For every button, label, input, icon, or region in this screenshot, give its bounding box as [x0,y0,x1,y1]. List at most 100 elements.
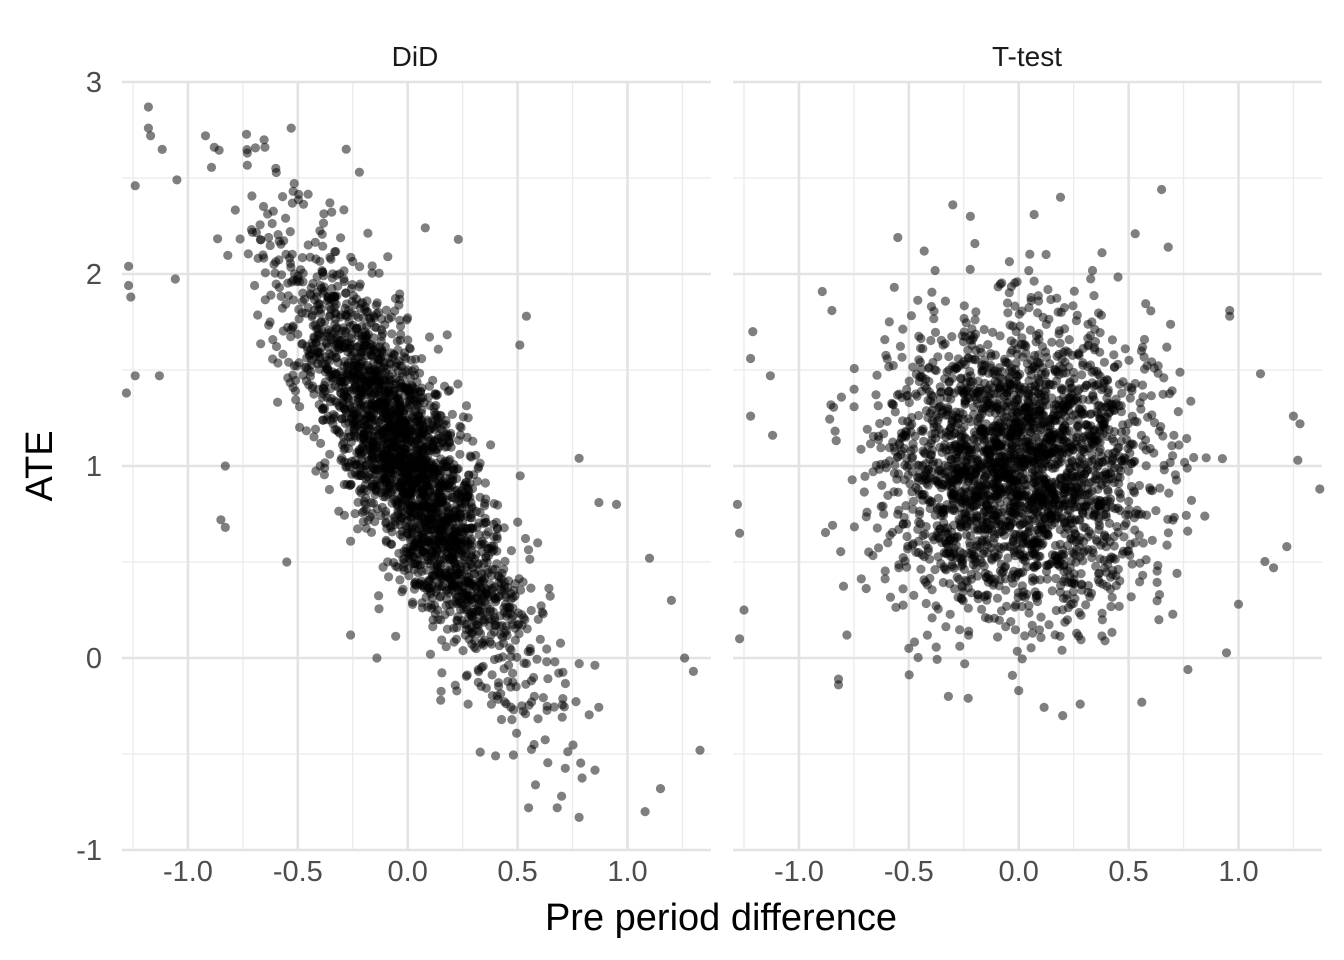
scatter-point [278,326,288,336]
scatter-point-outlier [154,371,164,381]
scatter-point [383,252,393,262]
scatter-point [560,678,571,689]
scatter-point [428,622,438,632]
scatter-point [353,524,363,534]
scatter-point [533,538,543,548]
scatter-point [1141,299,1151,309]
scatter-point [970,238,980,249]
scatter-point [1071,557,1081,567]
scatter-point [1027,620,1037,630]
scatter-point [1088,390,1098,400]
scatter-point [1173,407,1183,417]
scatter-point [395,289,405,299]
scatter-point [830,426,840,436]
scatter-point [1077,370,1087,380]
scatter-point [563,747,573,757]
scatter-point [1047,393,1057,403]
scatter-point [298,268,308,278]
scatter-point [468,523,478,534]
scatter-point [496,714,507,725]
scatter-point [298,199,309,209]
scatter-point [325,384,335,394]
scatter-point [436,505,446,515]
scatter-point [410,579,420,590]
scatter-point [332,270,342,280]
scatter-point [1094,524,1104,535]
scatter-point [988,327,998,337]
scatter-point [1097,248,1107,258]
scatter-point [271,341,282,352]
scatter-point [574,659,584,669]
scatter-point [456,604,466,615]
scatter-point [273,358,283,368]
scatter-point [987,553,997,564]
scatter-point [545,591,555,601]
scatter-point [455,449,465,459]
scatter-point [385,400,395,411]
scatter-point [897,352,907,362]
scatter-point [558,694,568,704]
scatter-point [1029,276,1039,286]
scatter-point [301,426,311,436]
scatter-point [518,706,528,716]
scatter-point [1092,462,1102,472]
scatter-point [481,607,491,617]
scatter-point [1020,631,1030,641]
scatter-point [933,416,943,426]
scatter-point [983,590,993,600]
scatter-point [477,547,487,557]
scatter-point [465,451,475,461]
scatter-point [303,345,313,355]
scatter-point [492,524,502,534]
scatter-point [1074,384,1084,394]
scatter-point-outlier [453,234,463,244]
scatter-point-outlier [216,515,226,525]
scatter-point [926,335,936,346]
scatter-point [959,301,969,311]
scatter-point [450,680,460,690]
scatter-point [1139,334,1150,345]
scatter-point [880,566,890,576]
scatter-point [1004,288,1014,298]
scatter-point [891,602,901,613]
scatter-point [467,545,477,555]
scatter-point [1062,590,1072,600]
scatter-point [993,632,1003,642]
scatter-point [906,311,917,321]
scatter-point [965,264,975,274]
scatter-point [332,342,343,353]
scatter-point [1141,461,1151,471]
scatter-point [1052,367,1063,377]
scatter-point [916,343,926,353]
scatter-point [456,534,466,544]
scatter-point [437,635,447,645]
scatter-point [1162,540,1172,550]
scatter-point [475,507,485,518]
scatter-point [311,466,321,476]
scatter-point [966,574,977,584]
scatter-point [922,630,933,640]
scatter-point [414,456,424,466]
scatter-point [1043,284,1053,295]
scatter-point [1050,400,1060,410]
scatter-point [1103,398,1113,408]
scatter-point [1124,496,1134,506]
scatter-point [930,327,941,337]
scatter-point [521,658,532,669]
scatter-point [1087,265,1098,276]
scatter-point [1083,340,1094,350]
scatter-point [1107,592,1117,602]
scatter-point [1028,628,1038,638]
scatter-point [336,233,346,243]
scatter-point [482,600,492,610]
scatter-point [435,592,445,602]
scatter-point [439,519,449,529]
scatter-point [961,500,971,510]
scatter-point-outlier [209,142,219,152]
scatter-point [1009,536,1019,546]
scatter-point [352,323,362,333]
scatter-point [1107,627,1117,638]
scatter-point [1127,559,1137,569]
scatter-point [376,355,386,365]
